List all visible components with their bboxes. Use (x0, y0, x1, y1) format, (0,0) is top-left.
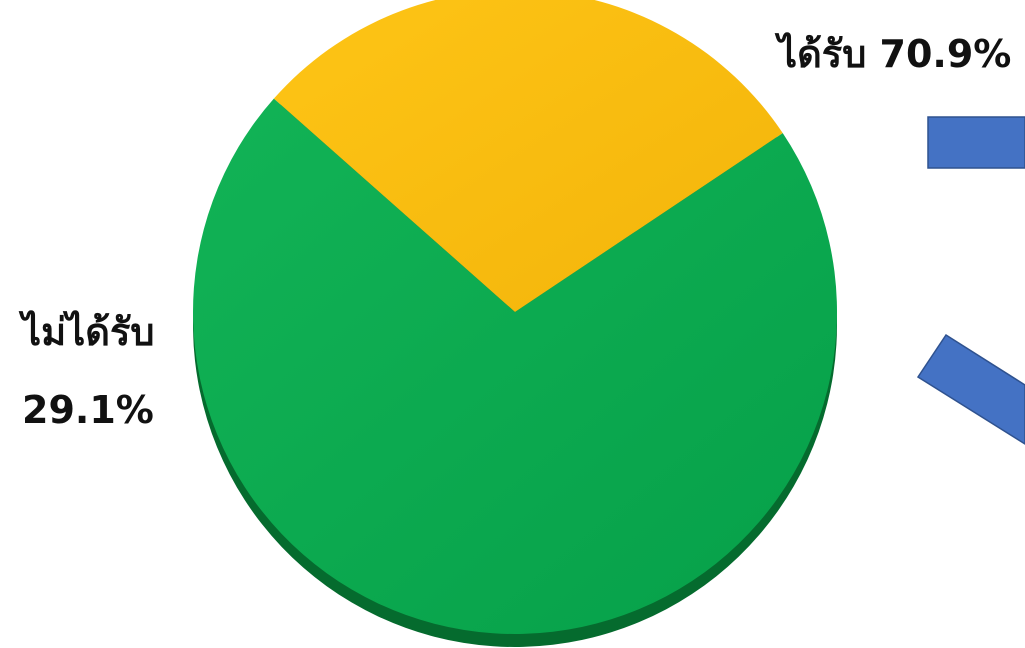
arrow-shape-bottom (916, 333, 1025, 445)
pie-slice-not-received (273, 0, 783, 312)
data-label-received: ได้รับ 70.9% (778, 32, 1012, 76)
data-label-not-received-name: ไม่ได้รับ (22, 310, 155, 354)
arrow-shape-top (927, 116, 1025, 169)
data-label-not-received-value: 29.1% (22, 388, 154, 432)
pie-slice-received (193, 98, 838, 635)
